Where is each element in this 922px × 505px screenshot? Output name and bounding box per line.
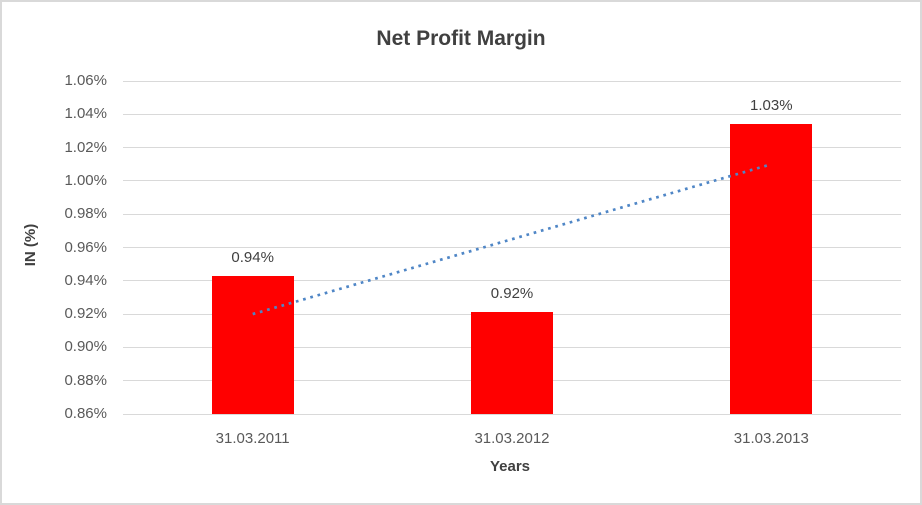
y-tick-label: 0.88%	[64, 371, 107, 389]
gridline	[123, 147, 901, 149]
x-tick-label: 31.03.2013	[733, 430, 809, 447]
y-tick-label: 0.92%	[64, 305, 107, 323]
bar-31.03.2011	[211, 275, 294, 414]
y-tick-label: 0.86%	[64, 405, 107, 422]
y-tick-label: 1.06%	[64, 72, 107, 89]
x-tick-label: 31.03.2012	[474, 430, 550, 447]
x-tick-label: 31.03.2011	[215, 430, 290, 447]
x-axis-title: Years	[489, 458, 531, 475]
gridline	[123, 80, 901, 82]
data-label: 1.03%	[750, 97, 793, 115]
data-label: 0.94%	[231, 248, 274, 266]
y-tick-label: 1.00%	[64, 171, 107, 189]
y-tick-label: 0.94%	[64, 271, 107, 289]
gridline	[123, 113, 901, 115]
data-label: 0.92%	[490, 285, 534, 303]
gridline	[123, 413, 901, 415]
y-tick-label: 0.96%	[64, 238, 107, 256]
y-tick-label: 0.90%	[64, 338, 107, 356]
bar-31.03.2012	[471, 312, 553, 414]
bar-31.03.2013	[730, 124, 813, 414]
y-tick-label: 1.02%	[64, 138, 107, 156]
chart-title: Net Profit Margin	[376, 27, 546, 50]
y-tick-label: 1.04%	[64, 105, 107, 123]
y-tick-label: 0.98%	[64, 205, 107, 223]
